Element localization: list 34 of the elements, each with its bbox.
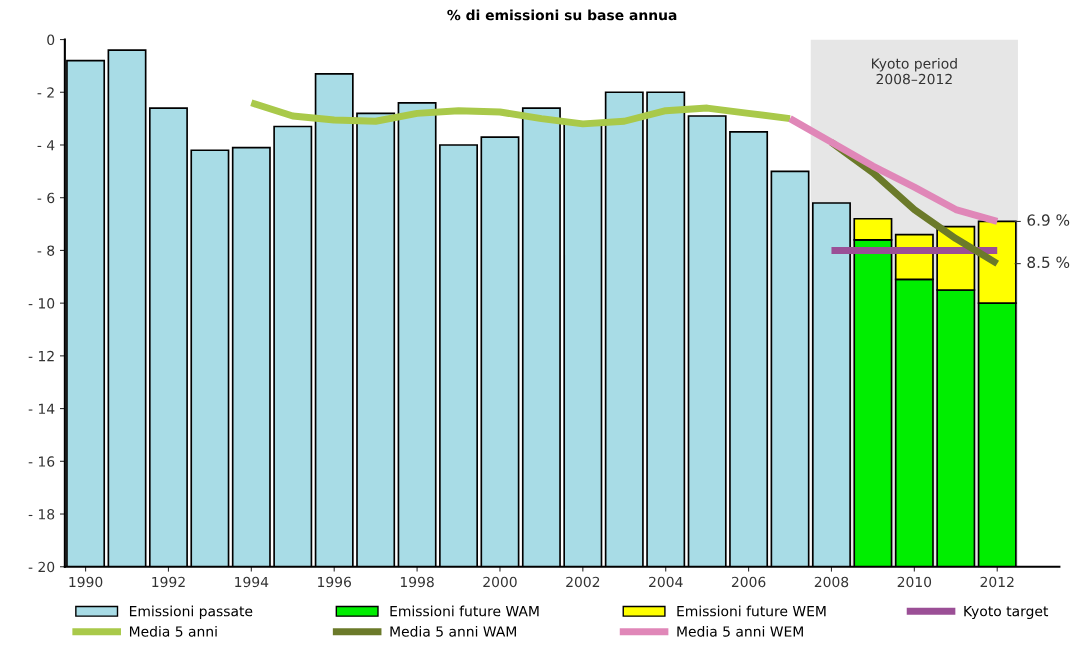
x-tick-label: 1996 (318, 576, 352, 588)
legend-label: Kyoto target (964, 606, 1049, 620)
x-tick-label: 2010 (897, 576, 932, 588)
x-tick-label: 1994 (235, 576, 269, 588)
x-tick-label: 2000 (483, 576, 517, 588)
chart-title: % di emissioni su base annua (447, 9, 677, 21)
x-tick-label: 1998 (400, 576, 434, 588)
y-tick-label: - 4 (37, 140, 55, 151)
annotation: – 8.5 % (1014, 256, 1070, 269)
y-tick-label: 0 (47, 34, 55, 46)
x-tick-label: 1992 (152, 576, 185, 588)
x-tick-label: 2008 (814, 576, 849, 588)
band-label: Kyoto period 2008–2012 (872, 57, 957, 85)
x-tick-label: 2002 (566, 576, 600, 588)
legend-label: Emissioni future WAM (390, 605, 539, 617)
y-tick-label: - 18 (28, 508, 55, 520)
y-tick-label: - 10 (28, 298, 55, 309)
y-tick-label: - 14 (28, 403, 55, 414)
annotation: – 6.9 % (1014, 214, 1070, 226)
legend-label: Media 5 anni (129, 625, 217, 637)
legend-label: Emissioni future WEM (677, 605, 826, 617)
x-tick-label: 2004 (649, 576, 683, 588)
x-tick-label: 2012 (980, 576, 1014, 588)
legend-label: Emissioni passate (129, 605, 253, 620)
y-tick-label: - 2 (37, 87, 54, 98)
x-tick-label: 1990 (69, 576, 103, 588)
y-tick-label: - 16 (28, 456, 55, 467)
legend-label: Media 5 anni WEM (677, 625, 803, 637)
legend-label: Media 5 anni WAM (390, 625, 516, 637)
y-tick-label: - 6 (37, 192, 55, 204)
y-tick-label: - 12 (28, 350, 54, 362)
y-tick-label: - 8 (37, 245, 55, 256)
y-tick-label: - 20 (28, 561, 55, 573)
x-tick-label: 2006 (731, 576, 766, 588)
